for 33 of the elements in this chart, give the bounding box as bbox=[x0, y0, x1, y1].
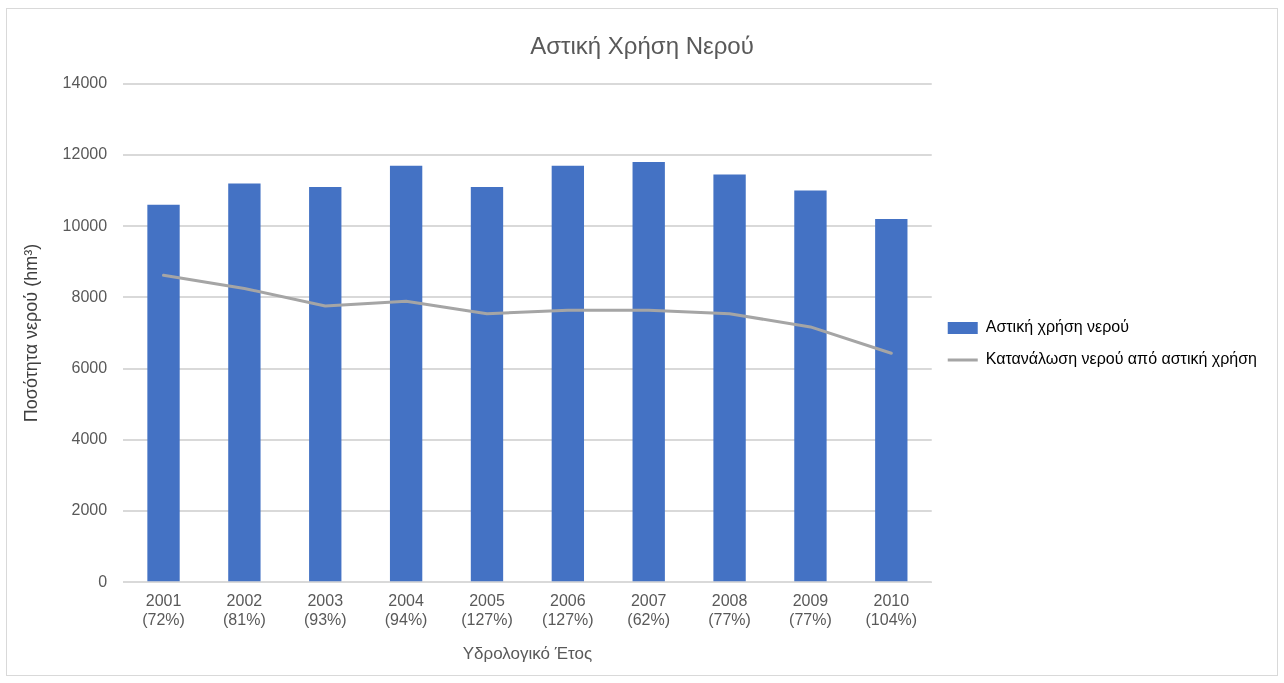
x-tick-label: 2009 (77%) bbox=[789, 592, 832, 629]
chart-title: Αστική Χρήση Νερού bbox=[530, 32, 754, 60]
bar bbox=[309, 187, 342, 582]
bar bbox=[228, 183, 261, 582]
x-tick-label: 2004 (94%) bbox=[384, 592, 428, 629]
legend-label: Αστική χρήση νερού bbox=[985, 318, 1129, 336]
x-axis-title: Υδρολογικό Έτος bbox=[462, 644, 593, 664]
y-axis-title: Ποσότητα νερού (hm³) bbox=[20, 243, 41, 423]
bar bbox=[875, 219, 908, 582]
x-tick-label: 2006 (127%) bbox=[542, 592, 594, 629]
x-tick-label: 2010 (104%) bbox=[865, 592, 918, 629]
y-tick-label: 12000 bbox=[62, 145, 108, 163]
legend-label: Κατανάλωση νερού από αστική χρήση bbox=[985, 350, 1257, 368]
bar bbox=[470, 187, 504, 582]
x-tick-label: 2002 (81%) bbox=[223, 592, 266, 629]
bar bbox=[147, 204, 180, 582]
bar bbox=[389, 165, 423, 582]
x-tick-label: 2008 (77%) bbox=[708, 592, 751, 629]
bar bbox=[551, 165, 585, 582]
x-tick-label: 2007 (62%) bbox=[627, 592, 671, 629]
bar bbox=[794, 190, 827, 582]
x-tick-label: 2003 (93%) bbox=[303, 592, 347, 629]
x-tick-label: 2005 (127%) bbox=[461, 592, 513, 629]
bar bbox=[713, 174, 746, 582]
y-tick-label: 10000 bbox=[62, 216, 108, 234]
y-tick-label: 8000 bbox=[71, 287, 108, 305]
y-tick-label: 2000 bbox=[71, 501, 108, 519]
y-tick-label: 0 bbox=[98, 572, 108, 590]
x-tick-label: 2001 (72%) bbox=[142, 592, 185, 629]
y-tick-label: 4000 bbox=[71, 430, 108, 448]
y-tick-label: 14000 bbox=[62, 74, 108, 92]
y-tick-label: 6000 bbox=[71, 359, 108, 377]
bar bbox=[632, 162, 665, 582]
